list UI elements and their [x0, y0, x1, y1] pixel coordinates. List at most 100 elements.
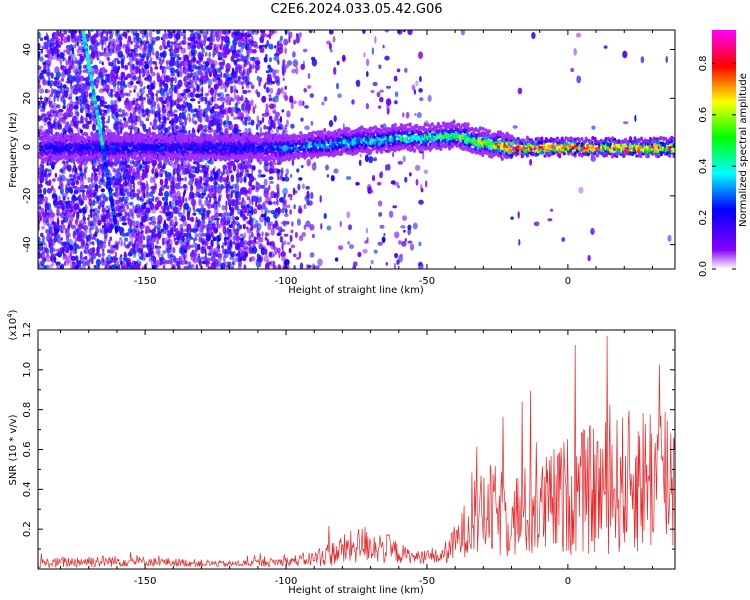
spectrogram-ridge-cell [239, 135, 243, 140]
spectrogram-ridge-cell [540, 136, 544, 142]
spectrogram-ridge-cell [558, 153, 562, 159]
spectrogram-ridge-cell [640, 136, 644, 142]
spectrogram-ridge-cell [272, 149, 276, 154]
spectrogram-ridge-cell [157, 145, 161, 149]
spectrogram-ridge-cell [283, 146, 287, 152]
spectrogram-ridge-cell [274, 133, 278, 137]
spectrogram-ridge-cell [472, 131, 476, 136]
colorbar-tick-label: 0.0 [698, 261, 709, 277]
spectrogram-ridge-cell [155, 134, 159, 139]
spectrogram-ridge-cell [351, 129, 355, 134]
spectrogram-frame [37, 29, 676, 270]
spectrogram-ridge-cell [577, 137, 582, 143]
spectrogram-ridge-cell [436, 121, 440, 127]
spectrogram-ridge-cell [137, 133, 142, 137]
spectrogram-ridge-cell [573, 151, 577, 155]
spectrogram-ridge-cell [263, 141, 267, 146]
spectrogram-ridge-cell [296, 146, 300, 150]
spectrogram-ridge-cell [331, 146, 335, 151]
spectrogram-ridge-cell [164, 156, 168, 160]
spectrogram-ridge-cell [364, 128, 368, 134]
spectrogram-ridge-cell [212, 141, 216, 145]
spectrogram-ridge-cell [117, 148, 121, 152]
spectrogram-ridge-cell [555, 145, 560, 151]
spectrogram-xtick-label: -150 [134, 276, 157, 287]
spectrogram-ridge-cell [498, 130, 502, 135]
spectrogram-ridge-cell [115, 135, 119, 140]
spectrogram-ridge-cell [225, 132, 230, 137]
spectrogram-ridge-cell [540, 151, 544, 155]
spectrogram-ridge-cell [41, 157, 45, 161]
spectrogram-ridge-cell [546, 151, 551, 156]
spectrogram-ridge-cell [265, 135, 269, 140]
spectrogram-ridge-cell [399, 123, 403, 128]
spectrogram-ridge-cell [162, 151, 166, 156]
spectrogram-ridge-cell [146, 158, 150, 162]
spectrogram-ridge-cell [47, 133, 51, 138]
spectrogram-ridge-cell [140, 149, 144, 154]
spectrogram-ridge-cell [439, 144, 443, 149]
spectrogram-ridge-cell [665, 151, 670, 156]
spectrogram-ridge-cell [67, 135, 71, 141]
spectrogram-ridge-cell [342, 146, 346, 153]
spectrogram-ridge-cell [375, 150, 379, 154]
spectrogram-ridge-cell [626, 148, 630, 154]
spectrogram-ridge-cell [422, 137, 426, 141]
spectrogram-ridge-cell [148, 131, 152, 136]
spectrogram-ridge-cell [166, 158, 170, 163]
spectrogram-ridge-cell [421, 125, 426, 130]
spectrogram-ridge-cell [228, 156, 232, 161]
spectrogram-ridge-cell [140, 133, 144, 137]
spectrogram-ridge-cell [608, 138, 612, 143]
spectrogram-ridge-cell [637, 139, 641, 143]
spectrogram-ridge-cell [379, 133, 384, 139]
spectrogram-ytick-label: 40 [22, 43, 33, 56]
colorbar: 0.0 0.2 0.4 0.6 0.8 Normalized spectral ampl… [698, 30, 749, 277]
spectrogram-ridge-cell [481, 126, 485, 131]
spectrogram-ridge-cell [170, 144, 174, 149]
spectrogram-ridge-cell [195, 147, 199, 151]
spectrogram-ridge-cell [272, 158, 276, 163]
spectrogram-ridge-cell [668, 154, 672, 158]
snr-xtick-label: -100 [275, 576, 298, 587]
spectrogram-ridge-cell [144, 136, 148, 140]
spectrogram-ridge-cell [645, 139, 650, 143]
spectrogram-ytick-label: -20 [22, 188, 33, 204]
spectrogram-ridge-cell [412, 148, 416, 153]
snr-ytick-label: 0.6 [22, 442, 33, 458]
spectrogram-ridge-cell [379, 138, 384, 142]
spectrogram-ridge-cell [448, 146, 452, 151]
spectrogram-ridge-cell [49, 136, 53, 141]
spectrogram-ridge-cell [127, 148, 131, 154]
spectrogram-ridge-cell [452, 125, 456, 129]
spectrogram-ridge-cell [573, 137, 578, 142]
spectrogram-ridge-cell [406, 140, 410, 144]
spectrogram-ridge-cell [131, 137, 136, 142]
spectrogram-ridge-cell [557, 140, 562, 145]
spectrogram-ridge-cell [248, 135, 252, 141]
spectrogram-ridge-cell [527, 142, 531, 148]
spectrogram-ridge-cell [580, 148, 584, 152]
spectrogram-ridge-cell [435, 145, 439, 150]
spectrogram-ridge-cell [408, 122, 412, 128]
spectrogram-ridge-cell [544, 137, 548, 141]
spectrogram-ridge-cell [672, 137, 675, 143]
spectrogram-ridge-cell [80, 155, 84, 160]
spectrogram-ridge-cell [84, 155, 89, 161]
spectrogram-ridge-cell [555, 136, 560, 141]
spectrogram-ridge-cell [223, 132, 227, 137]
spectrogram-ridge-cell [327, 137, 331, 142]
spectrogram-panel: -150 -100 -50 0 -40 -20 0 20 40 Height of straig… [8, 29, 676, 296]
spectrogram-ridge-cell [322, 133, 326, 138]
spectrogram-ridge-cell [272, 138, 276, 144]
spectrogram-ridge-cell [487, 137, 491, 142]
spectrogram-ridge-cell [131, 148, 135, 153]
spectrogram-ridge-cell [315, 149, 320, 153]
spectrogram-ridge-cell [643, 138, 647, 144]
spectrogram-ridge-cell [78, 158, 82, 163]
spectrogram-ridge-cell [595, 139, 599, 145]
spectrogram-ridge-cell [419, 134, 423, 139]
spectrogram-ridge-cell [197, 157, 201, 162]
snr-ytick-label: 1.2 [22, 322, 33, 338]
spectrogram-ridge-cell [296, 155, 301, 160]
